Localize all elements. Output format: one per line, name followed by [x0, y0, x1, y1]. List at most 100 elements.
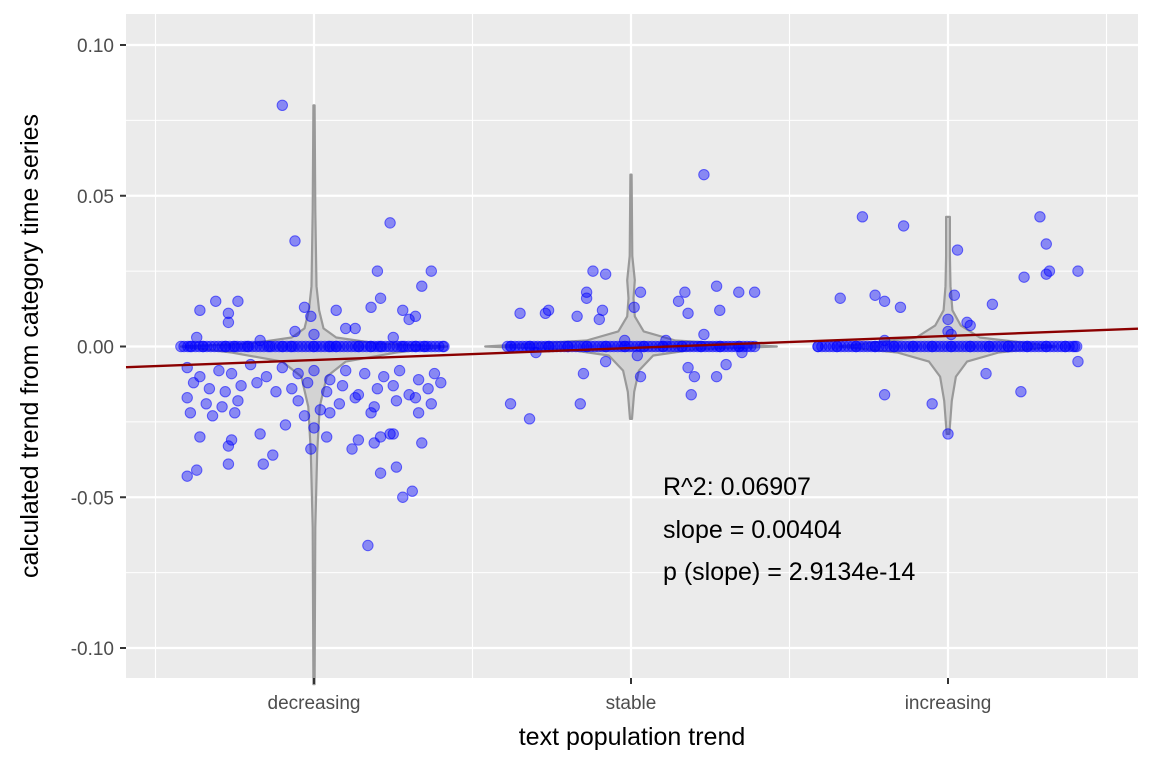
y-tick-label: -0.10	[71, 639, 114, 660]
data-point-decreasing	[349, 322, 361, 335]
data-point-decreasing	[305, 443, 317, 455]
data-point-decreasing	[308, 340, 320, 353]
data-point-decreasing	[397, 340, 409, 353]
data-point-increasing	[856, 211, 869, 223]
data-point-decreasing	[403, 389, 415, 401]
data-point-decreasing	[409, 340, 422, 353]
data-point-stable	[634, 286, 647, 298]
data-point-stable	[577, 367, 590, 380]
data-point-increasing	[942, 428, 954, 440]
data-point-increasing	[964, 319, 976, 332]
data-point-increasing	[878, 389, 891, 401]
data-point-increasing	[907, 340, 919, 353]
data-point-decreasing	[241, 340, 254, 353]
data-point-stable	[672, 295, 685, 307]
data-point-decreasing	[251, 376, 263, 389]
data-point-stable	[631, 349, 644, 362]
data-point-decreasing	[330, 304, 342, 317]
data-point-stable	[685, 389, 697, 401]
data-point-stable	[679, 286, 691, 298]
y-axis-title: calculated trend from category time seri…	[16, 114, 44, 578]
data-point-decreasing	[384, 428, 396, 440]
data-point-decreasing	[276, 340, 288, 353]
data-point-stable	[580, 286, 593, 298]
data-point-decreasing	[276, 361, 288, 374]
data-point-decreasing	[397, 304, 409, 317]
data-point-decreasing	[422, 383, 434, 395]
data-point-increasing	[894, 301, 907, 314]
data-point-decreasing	[340, 364, 352, 377]
data-point-decreasing	[324, 407, 336, 419]
data-point-decreasing	[225, 367, 238, 380]
data-point-decreasing	[371, 383, 384, 395]
data-point-decreasing	[387, 428, 399, 440]
data-point-stable	[688, 370, 701, 383]
data-point-stable	[748, 286, 761, 298]
data-point-decreasing	[390, 395, 403, 407]
data-point-increasing	[1018, 271, 1030, 283]
data-point-decreasing	[365, 340, 377, 353]
data-point-stable	[698, 168, 710, 181]
data-point-stable	[561, 340, 574, 353]
annotation-slope: slope = 0.00404	[663, 516, 842, 544]
data-point-stable	[720, 358, 732, 371]
y-tick-label: -0.05	[71, 488, 114, 509]
data-point-increasing	[951, 244, 964, 256]
data-point-decreasing	[181, 470, 193, 482]
data-point-stable	[736, 346, 748, 359]
data-point-increasing	[945, 328, 957, 341]
point-layer	[175, 99, 1084, 552]
data-point-increasing	[869, 289, 881, 301]
data-point-decreasing	[289, 325, 301, 338]
data-point-stable	[710, 280, 723, 292]
data-point-decreasing	[232, 295, 244, 307]
data-point-decreasing	[365, 301, 377, 314]
data-point-decreasing	[378, 370, 390, 383]
data-point-decreasing	[412, 373, 425, 386]
data-point-decreasing	[428, 367, 441, 380]
data-point-decreasing	[403, 313, 415, 326]
data-point-stable	[599, 355, 612, 368]
data-point-stable	[580, 292, 593, 304]
data-point-decreasing	[279, 419, 292, 431]
annotation-p-slope: p (slope) = 2.9134e-14	[663, 558, 915, 586]
data-point-decreasing	[276, 99, 288, 112]
data-point-decreasing	[267, 449, 279, 461]
data-point-stable	[682, 361, 694, 374]
data-point-increasing	[980, 367, 992, 380]
data-point-stable	[571, 310, 583, 323]
y-tick-label: 0.05	[77, 187, 114, 208]
data-point-decreasing	[320, 386, 333, 398]
data-point-decreasing	[194, 304, 206, 317]
data-point-decreasing	[387, 331, 399, 344]
data-point-stable	[698, 328, 710, 341]
data-point-decreasing	[416, 280, 428, 292]
data-point-decreasing	[216, 401, 228, 413]
data-point-increasing	[1059, 340, 1071, 353]
data-point-increasing	[948, 289, 961, 301]
data-point-increasing	[878, 334, 891, 347]
data-point-decreasing	[425, 265, 437, 277]
data-point-decreasing	[308, 364, 320, 377]
data-point-stable	[714, 304, 726, 317]
data-point-decreasing	[438, 340, 450, 353]
data-point-decreasing	[222, 440, 235, 452]
data-point-increasing	[1069, 340, 1081, 353]
data-point-decreasing	[206, 410, 219, 422]
data-point-stable	[574, 398, 586, 410]
data-point-decreasing	[229, 340, 241, 353]
data-point-decreasing	[374, 292, 387, 304]
data-point-increasing	[834, 292, 846, 304]
data-point-increasing	[926, 340, 938, 353]
data-point-increasing	[878, 295, 891, 307]
data-point-decreasing	[374, 340, 387, 353]
data-point-stable	[714, 340, 726, 353]
data-point-increasing	[888, 340, 900, 353]
data-point-decreasing	[330, 340, 342, 353]
data-point-decreasing	[419, 340, 431, 353]
data-point-decreasing	[229, 407, 241, 419]
data-point-decreasing	[308, 328, 320, 341]
data-point-decreasing	[222, 307, 235, 320]
data-point-increasing	[1072, 265, 1084, 277]
data-point-decreasing	[320, 431, 333, 443]
